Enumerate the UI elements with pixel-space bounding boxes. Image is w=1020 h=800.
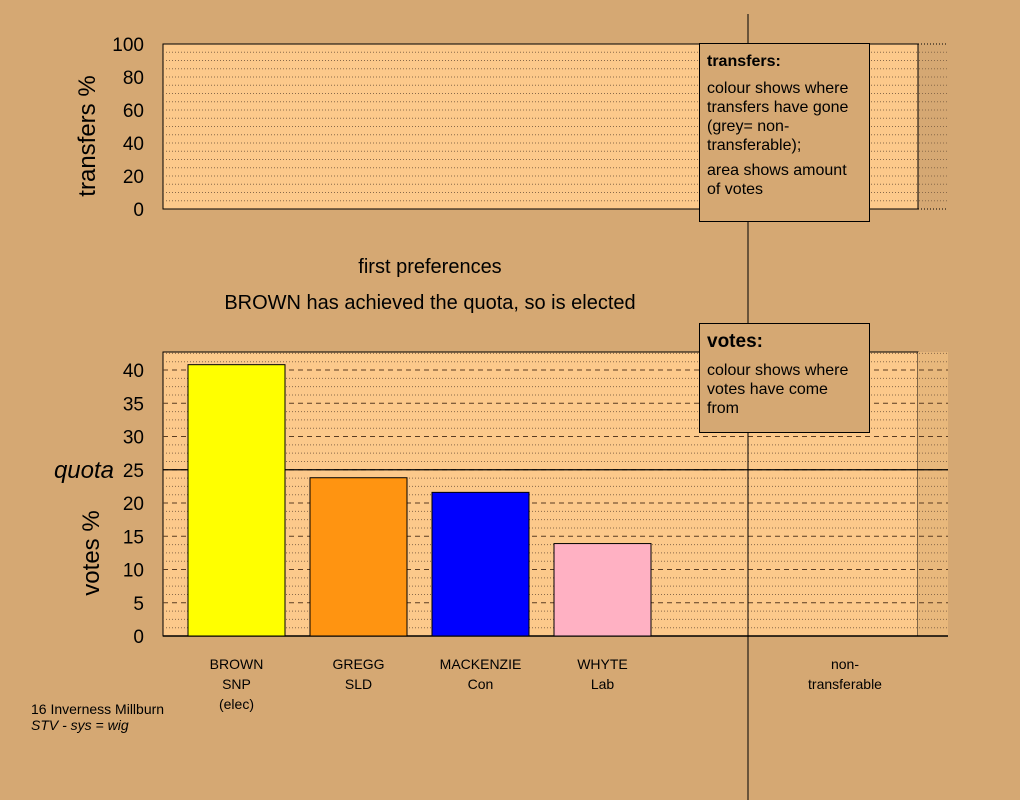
footer-constituency: 16 Inverness Millburn (31, 701, 165, 717)
bar-whyte (553, 543, 652, 637)
votes-y-tick-label: 15 (123, 527, 144, 548)
votes-legend: votes: colour shows where votes have com… (699, 323, 870, 433)
transfers-y-tick-label: 0 (133, 200, 144, 221)
category-label: SLD (345, 676, 372, 692)
non-transferable-label: transferable (808, 676, 882, 692)
quota-label: quota (54, 457, 114, 484)
transfers-legend-area-text: area shows amount of votes (707, 162, 847, 198)
category-label: GREGG (332, 656, 384, 672)
category-label: BROWN (210, 656, 264, 672)
non-transferable-label: non- (831, 656, 859, 672)
stage-caption: first preferences (358, 256, 501, 278)
transfers-y-tick-label: 100 (112, 35, 144, 56)
transfers-y-tick-label: 60 (123, 101, 144, 122)
transfers-y-tick-label: 80 (123, 68, 144, 89)
votes-axis-title: votes % (78, 510, 105, 595)
votes-y-tick-label: 0 (133, 627, 144, 648)
transfers-y-tick-label: 40 (123, 134, 144, 155)
votes-y-tick-label: 10 (123, 561, 144, 582)
category-label: WHYTE (577, 656, 628, 672)
bar-brown (187, 364, 286, 637)
votes-overflow-area (918, 352, 948, 636)
category-label: SNP (222, 676, 251, 692)
votes-legend-title: votes: (707, 331, 763, 352)
transfers-legend-colour-text: colour shows where transfers have gone (… (707, 80, 849, 154)
bar-gregg (309, 477, 408, 637)
status-caption: BROWN has achieved the quota, so is elec… (224, 292, 635, 314)
transfers-legend-title: transfers: (707, 53, 781, 70)
category-label: (elec) (219, 696, 254, 712)
votes-y-tick-label: 40 (123, 361, 144, 382)
votes-y-tick-label: 25 (123, 461, 144, 482)
transfers-legend: transfers: colour shows where transfers … (699, 43, 870, 222)
votes-y-tick-label: 35 (123, 394, 144, 415)
transfers-axis-title: transfers % (74, 75, 101, 196)
footer: 16 Inverness Millburn STV - sys = wig (31, 701, 164, 733)
votes-y-tick-label: 5 (133, 594, 144, 615)
bar-mackenzie (431, 491, 530, 637)
footer-system: STV - sys = wig (31, 717, 129, 733)
votes-y-tick-label: 30 (123, 428, 144, 449)
category-label: Lab (591, 676, 615, 692)
category-label: MACKENZIE (440, 656, 522, 672)
votes-y-tick-label: 20 (123, 494, 144, 515)
transfers-y-tick-label: 20 (123, 167, 144, 188)
category-label: Con (468, 676, 494, 692)
votes-legend-colour-text: colour shows where votes have come from (707, 362, 849, 417)
